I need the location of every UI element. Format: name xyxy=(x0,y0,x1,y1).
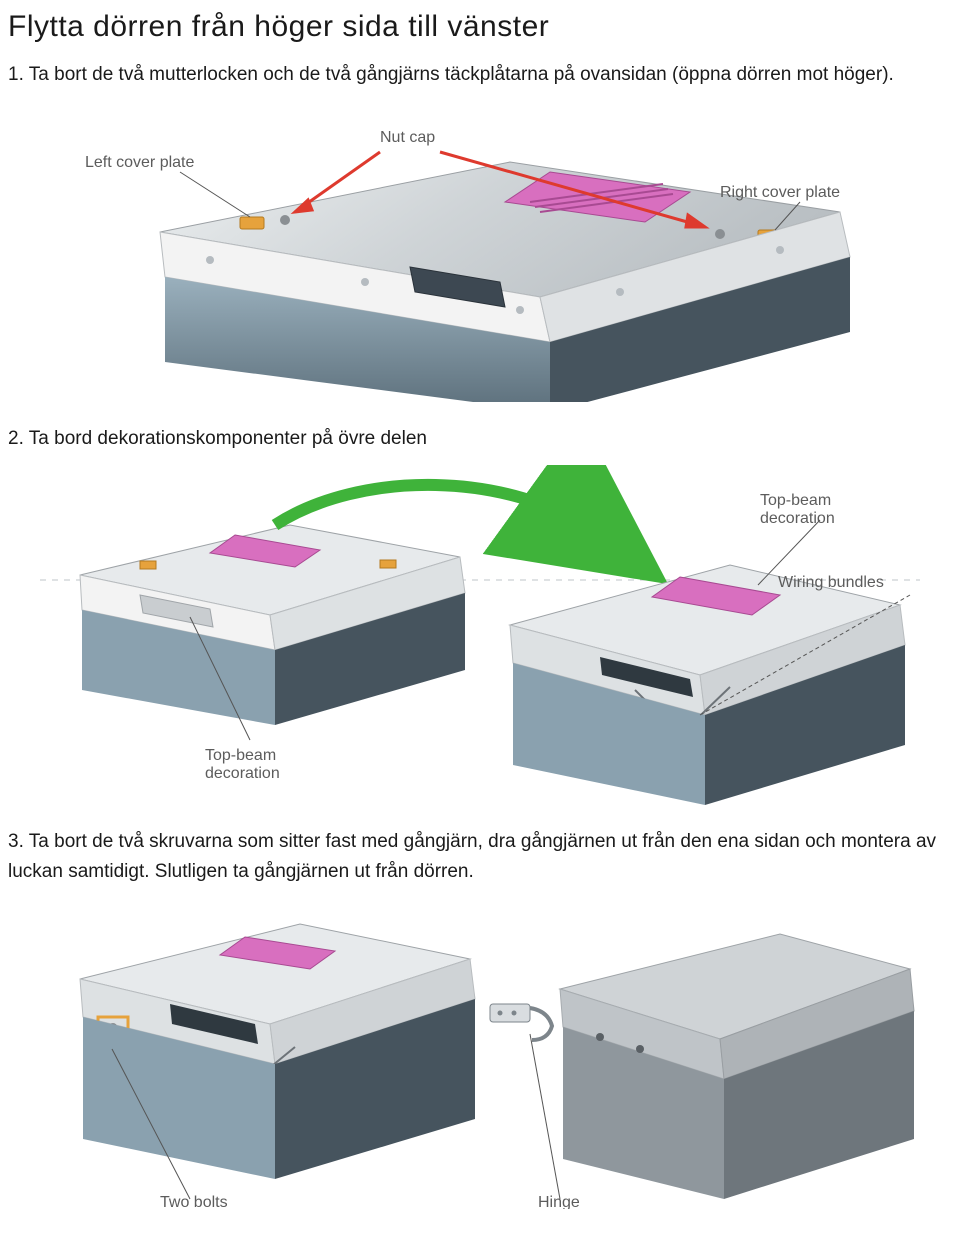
page-title: Flytta dörren från höger sida till vänst… xyxy=(8,10,960,44)
left-cabinet-icon xyxy=(80,525,465,725)
figure-2: Top-beam decoration Top-beam decoration … xyxy=(40,465,920,805)
nut-cap-icon xyxy=(280,215,290,225)
nut-cap-icon xyxy=(715,229,725,239)
label-left-cover-plate: Left cover plate xyxy=(85,154,195,171)
svg-text:Two bolts: Two bolts xyxy=(160,1194,228,1209)
right-cabinet-hinge-icon xyxy=(490,934,914,1199)
figure-1: Left cover plate Nut cap Right cover pla… xyxy=(80,102,880,402)
right-cabinet-icon xyxy=(510,565,905,805)
svg-text:Top-beam: Top-beam xyxy=(760,492,831,509)
label-nut-cap: Nut cap xyxy=(380,129,435,146)
svg-text:Wiring bundles: Wiring bundles xyxy=(778,574,884,591)
green-arrow-icon xyxy=(275,485,600,535)
label-top-beam-right: Top-beam decoration xyxy=(758,492,835,585)
label-right-cover-plate: Right cover plate xyxy=(720,184,840,201)
left-cover-plate-icon xyxy=(240,217,264,229)
step-3-text-line2: luckan samtidigt. Slutligen ta gångjärne… xyxy=(8,859,952,885)
step-1-text: 1. Ta bort de två mutterlocken och de tv… xyxy=(8,62,952,88)
figure-3: Two bolts Hinge xyxy=(40,899,920,1209)
svg-text:Top-beam: Top-beam xyxy=(205,747,276,764)
svg-text:Hinge: Hinge xyxy=(538,1194,580,1209)
svg-text:decoration: decoration xyxy=(760,510,835,527)
step-3-text-line1: 3. Ta bort de två skruvarna som sitter f… xyxy=(8,829,952,855)
step-2-text: 2. Ta bord dekorationskomponenter på övr… xyxy=(8,426,952,452)
svg-text:decoration: decoration xyxy=(205,765,280,782)
left-cabinet-bolts-icon xyxy=(80,924,475,1179)
